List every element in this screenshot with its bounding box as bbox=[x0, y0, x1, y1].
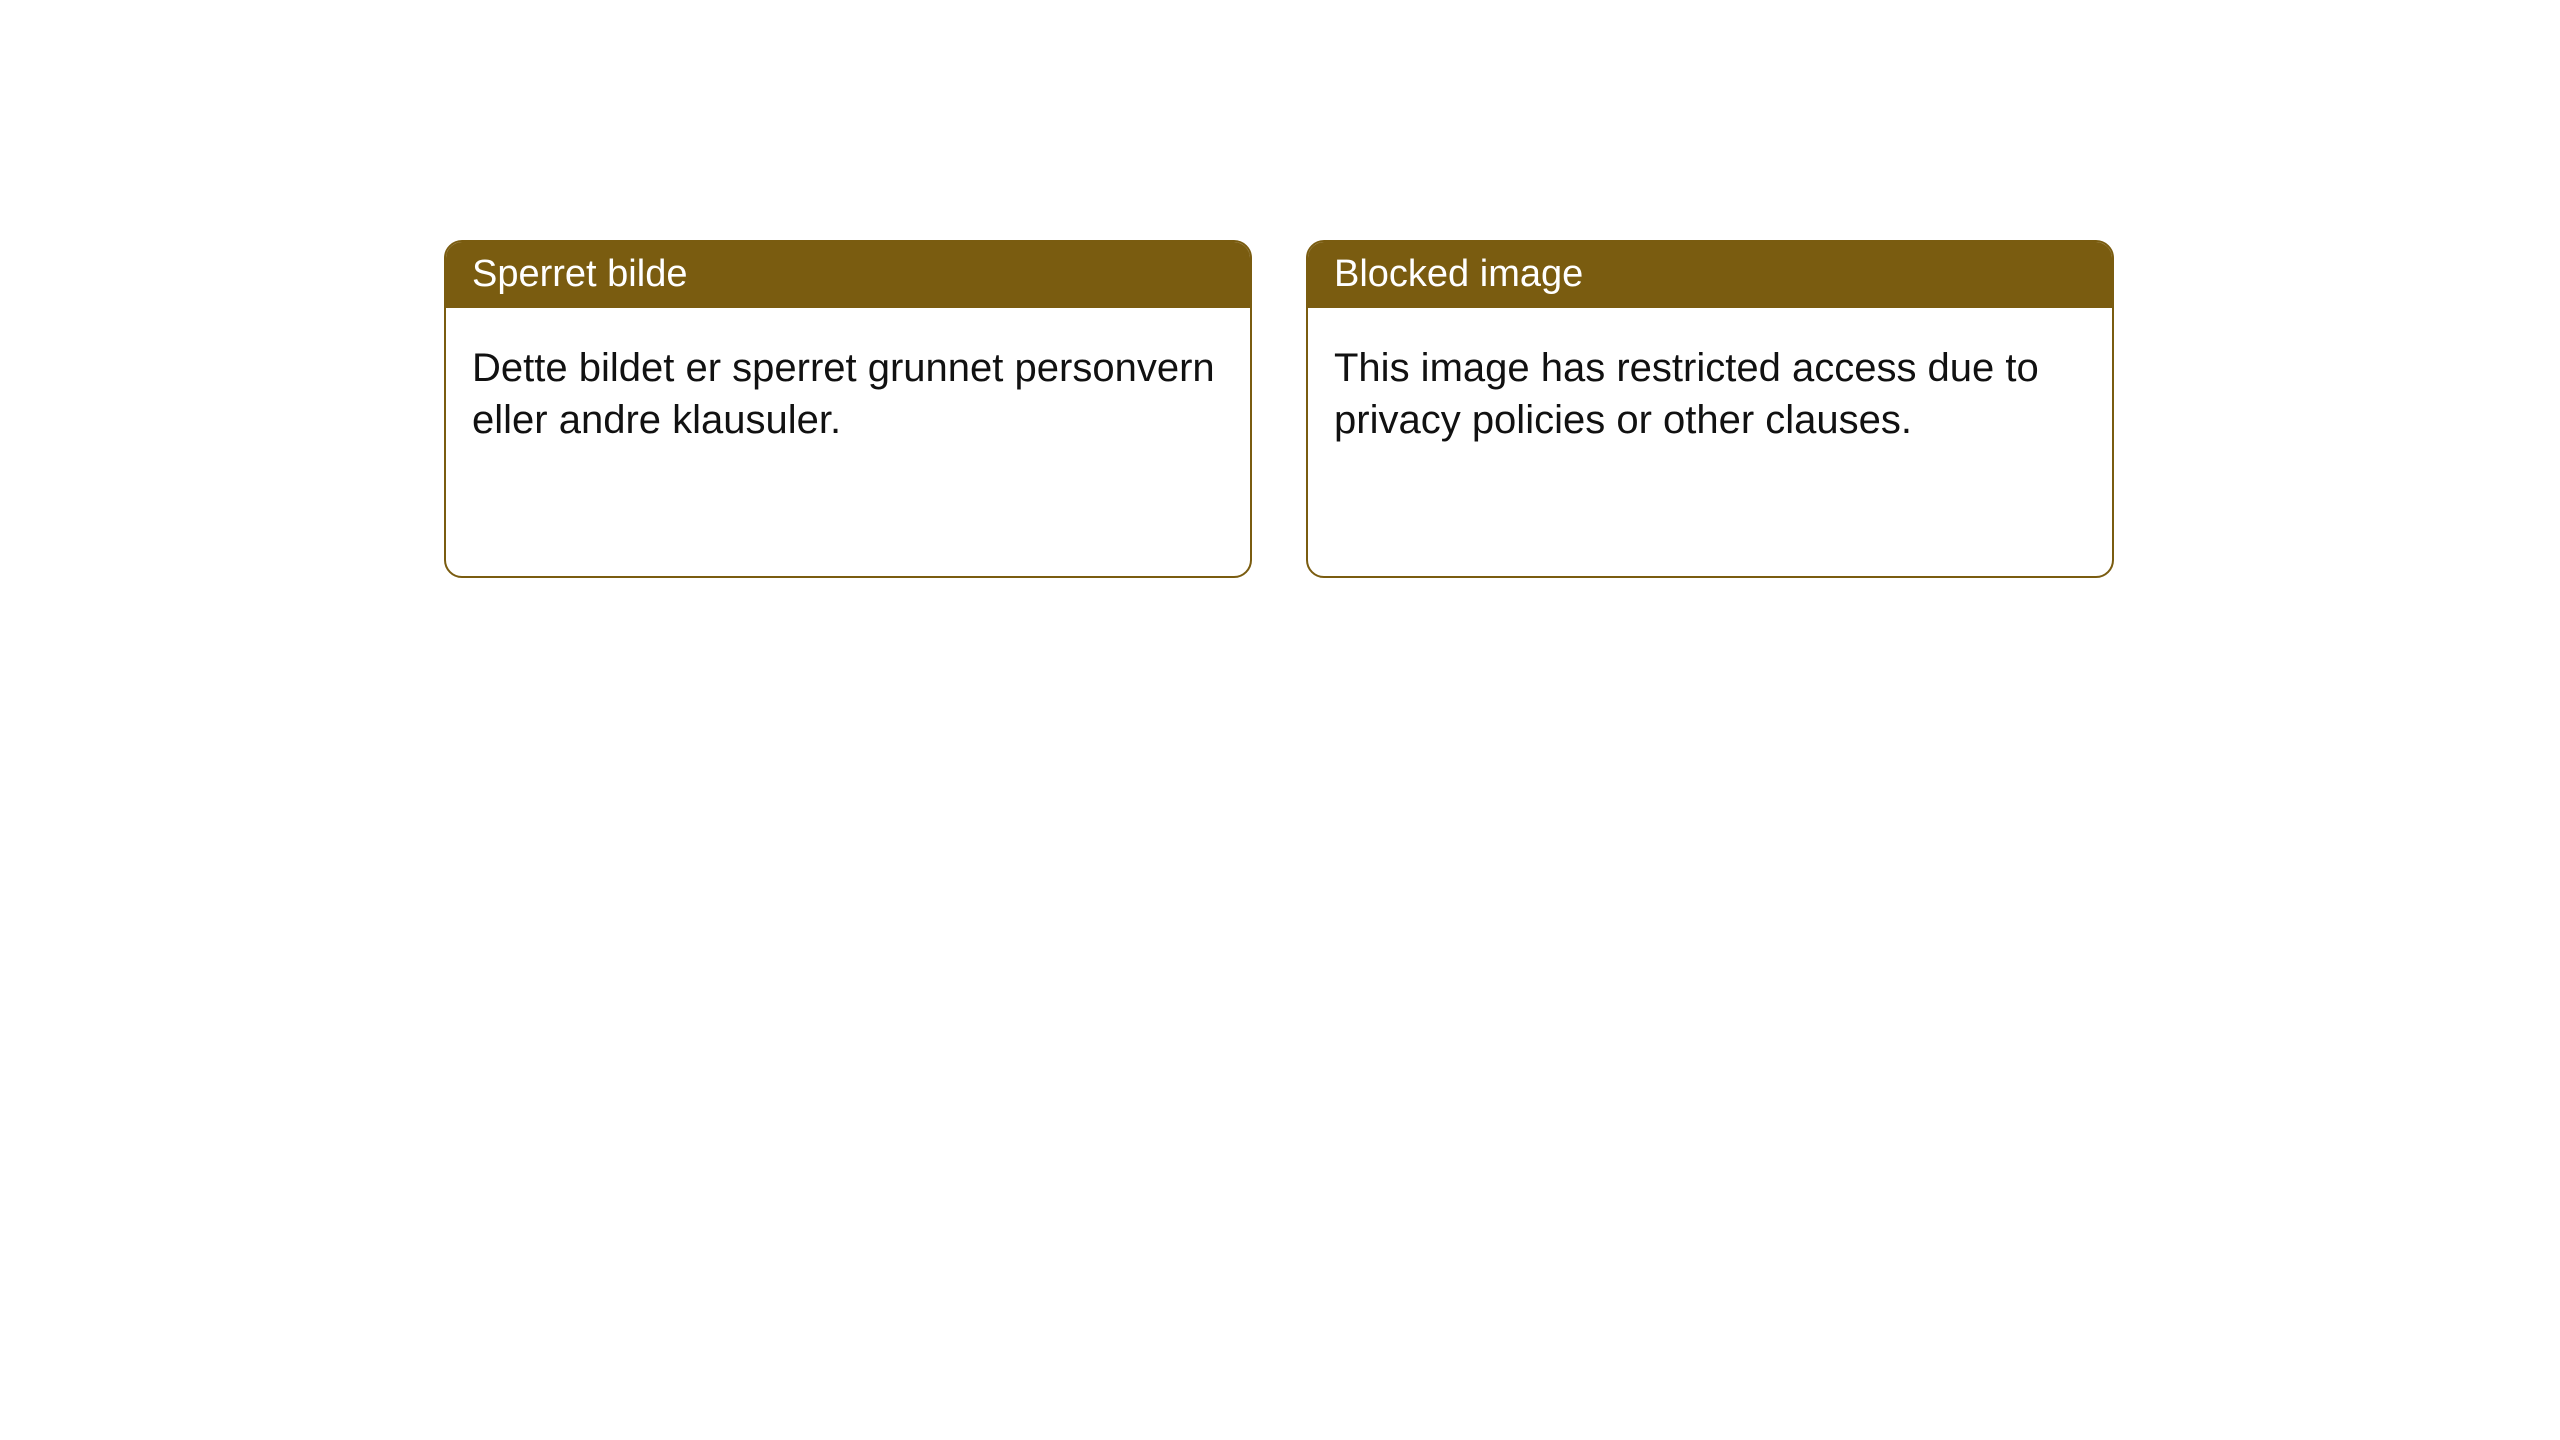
card-body: This image has restricted access due to … bbox=[1308, 308, 2112, 480]
notice-card-english: Blocked image This image has restricted … bbox=[1306, 240, 2114, 578]
card-header: Blocked image bbox=[1308, 242, 2112, 308]
card-body: Dette bildet er sperret grunnet personve… bbox=[446, 308, 1250, 480]
notice-card-norwegian: Sperret bilde Dette bildet er sperret gr… bbox=[444, 240, 1252, 578]
card-header: Sperret bilde bbox=[446, 242, 1250, 308]
notice-cards-container: Sperret bilde Dette bildet er sperret gr… bbox=[444, 240, 2560, 578]
